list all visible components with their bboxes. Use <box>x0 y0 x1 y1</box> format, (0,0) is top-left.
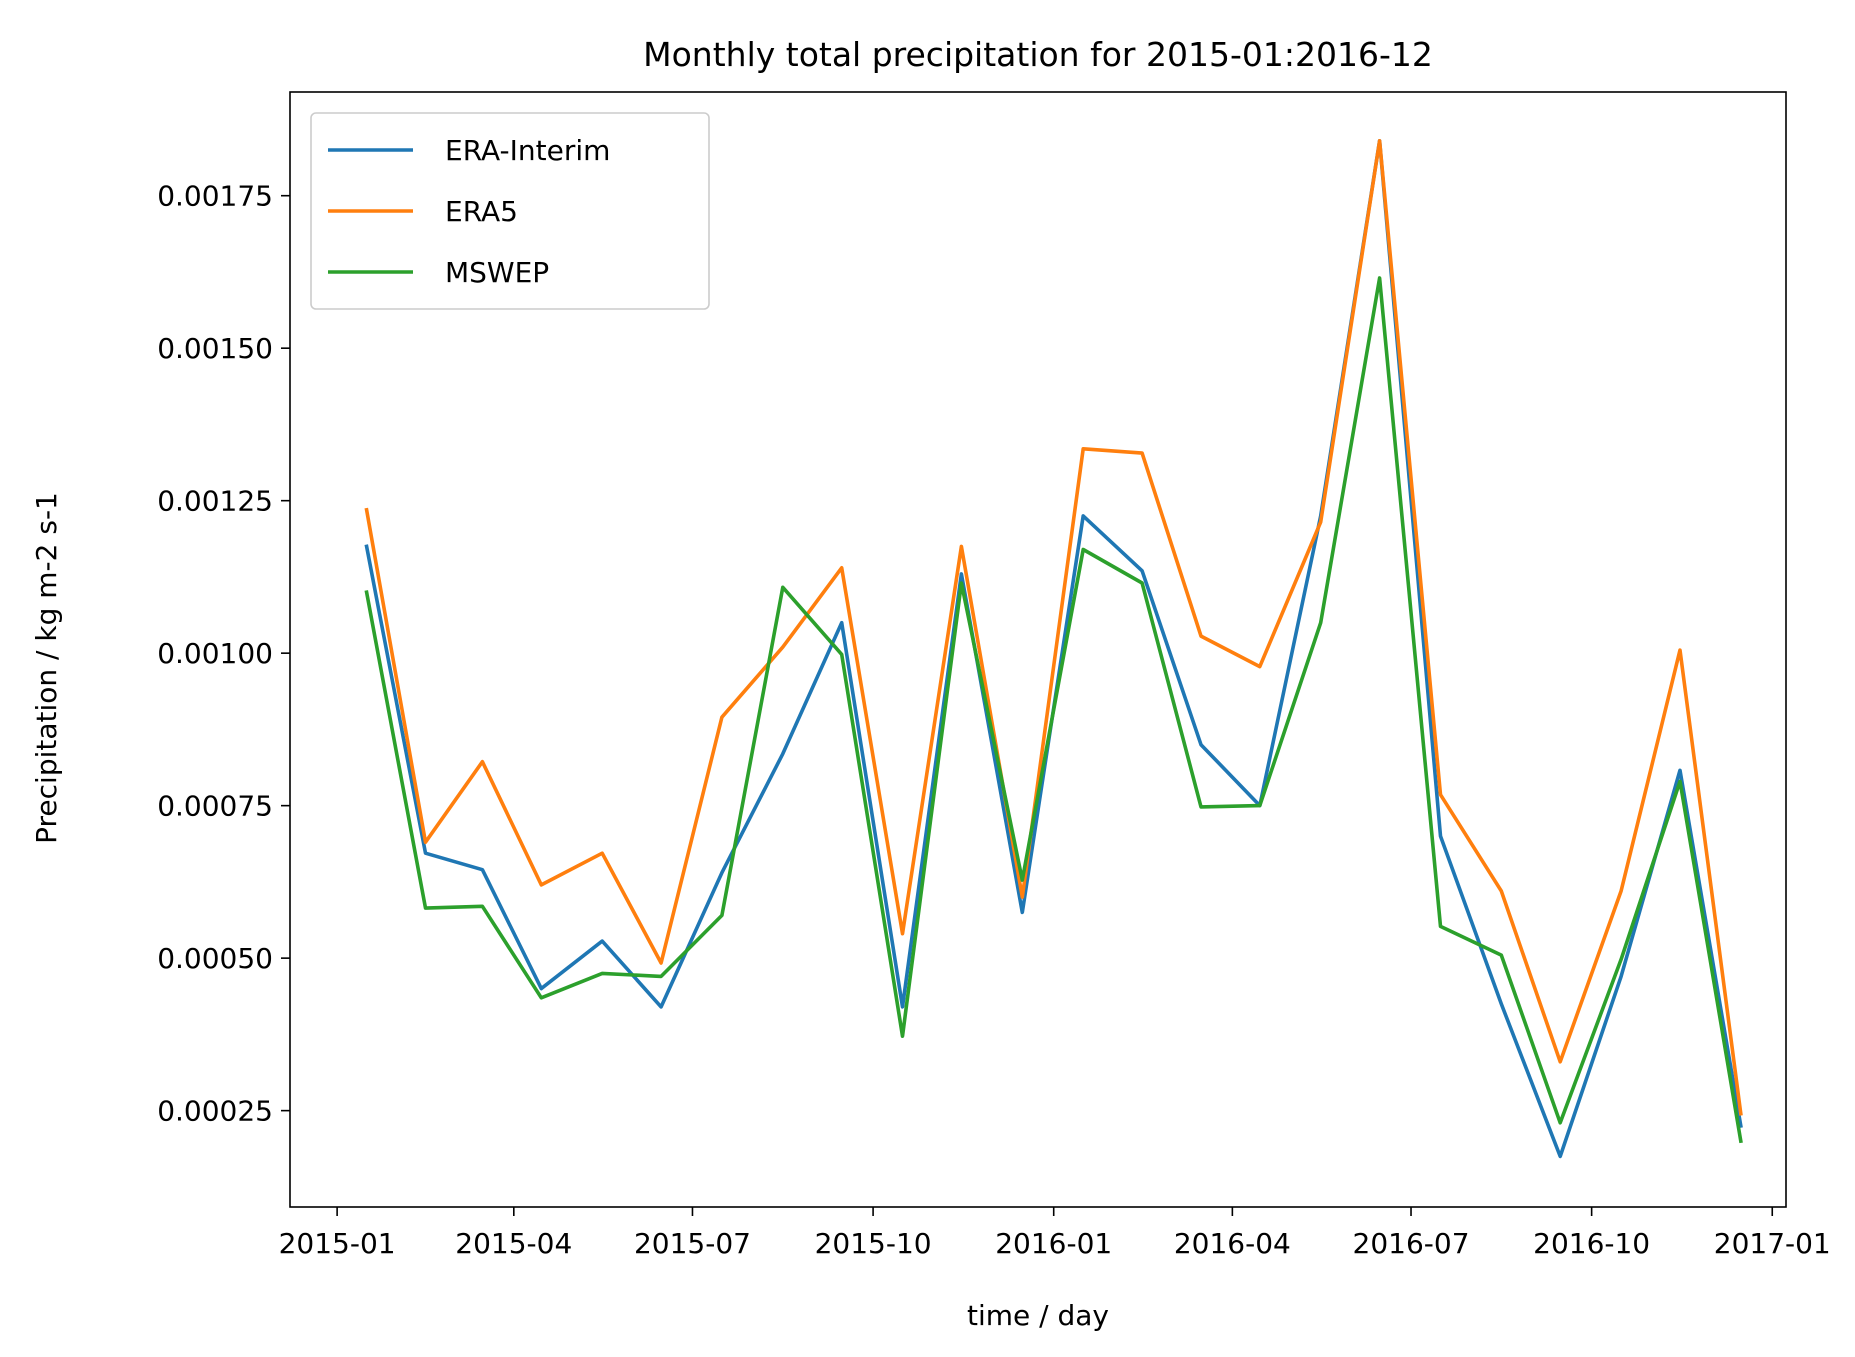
y-tick-label: 0.00025 <box>157 1095 273 1128</box>
legend-label-era5: ERA5 <box>445 195 518 228</box>
y-tick-label: 0.00075 <box>157 790 273 823</box>
x-tick-label: 2016-07 <box>1353 1227 1470 1260</box>
chart-title: Monthly total precipitation for 2015-01:… <box>643 35 1433 74</box>
series-lines <box>364 139 1743 1159</box>
legend-label-era-interim: ERA-Interim <box>445 134 610 167</box>
series-line-mswep <box>364 276 1743 1144</box>
y-axis-label: Precipitation / kg m-2 s-1 <box>30 492 63 844</box>
legend: ERA-Interim ERA5 MSWEP <box>310 112 710 310</box>
x-tick-label: 2017-01 <box>1714 1227 1831 1260</box>
y-tick-label: 0.00050 <box>157 942 273 975</box>
y-tick-label: 0.00175 <box>157 180 273 213</box>
x-tick-label: 2016-01 <box>995 1227 1112 1260</box>
x-tick-label: 2015-01 <box>279 1227 396 1260</box>
series-line-era5 <box>364 139 1743 1116</box>
y-tick-label: 0.00125 <box>157 485 273 518</box>
x-axis-label: time / day <box>967 1299 1109 1332</box>
y-tick-label: 0.00100 <box>157 637 273 670</box>
legend-label-mswep: MSWEP <box>445 256 549 289</box>
legend-items: ERA-Interim ERA5 MSWEP <box>328 134 610 289</box>
legend-box <box>310 112 710 310</box>
y-tick-label: 0.00150 <box>157 332 273 365</box>
x-tick-label: 2015-04 <box>455 1227 572 1260</box>
plot-frame <box>289 91 1787 1208</box>
x-tick-label: 2015-10 <box>815 1227 932 1260</box>
plot-area: 0.00025 0.00050 0.00075 0.00100 0.00125 0.001… <box>157 91 1831 1260</box>
y-axis: 0.00025 0.00050 0.00075 0.00100 0.00125 0.001… <box>157 180 290 1128</box>
x-tick-label: 2016-10 <box>1533 1227 1650 1260</box>
x-tick-label: 2016-04 <box>1174 1227 1291 1260</box>
x-axis: 2015-01 2015-04 2015-07 2015-10 2016-01 2016-… <box>279 1207 1831 1260</box>
x-tick-label: 2015-07 <box>634 1227 751 1260</box>
